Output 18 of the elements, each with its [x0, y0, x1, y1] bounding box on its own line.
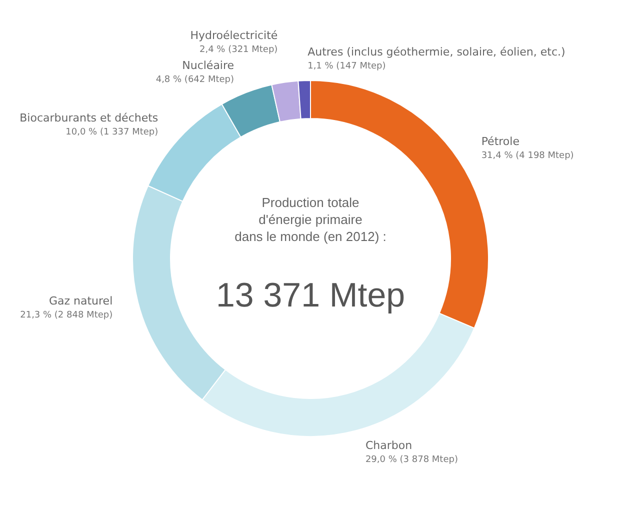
data-label: 4,8 % (642 Mtep) — [156, 75, 234, 86]
text: Production totale — [262, 195, 360, 210]
slice-label: Pétrole — [481, 135, 520, 148]
data-label: 31,4 % (4 198 Mtep) — [481, 151, 574, 162]
slice-label: Nucléaire — [182, 59, 234, 72]
slice-label: Charbon — [365, 438, 412, 452]
slice-label: Gaz naturel — [48, 294, 113, 308]
text: dans le monde (en 2012) : — [234, 229, 386, 244]
slice-label: Autres (inclus géothermie, solaire, éolien, etc.) — [308, 46, 566, 59]
data-label: 21,3 % (2 848 Mtep) — [20, 310, 113, 321]
data-label: 1,1 % (147 Mtep) — [308, 62, 386, 72]
data-label: 2,4 % (321 Mtep) — [199, 45, 278, 56]
slice-label: Biocarburants et déchets — [20, 111, 158, 124]
text: 13 371 Mtep — [216, 276, 406, 314]
text: d'énergie primaire — [258, 212, 362, 227]
data-label: 29,0 % (3 878 Mtep) — [365, 454, 458, 465]
slice-label: Hydroélectricité — [190, 29, 278, 42]
data-label: 10,0 % (1 337 Mtep) — [66, 127, 158, 138]
